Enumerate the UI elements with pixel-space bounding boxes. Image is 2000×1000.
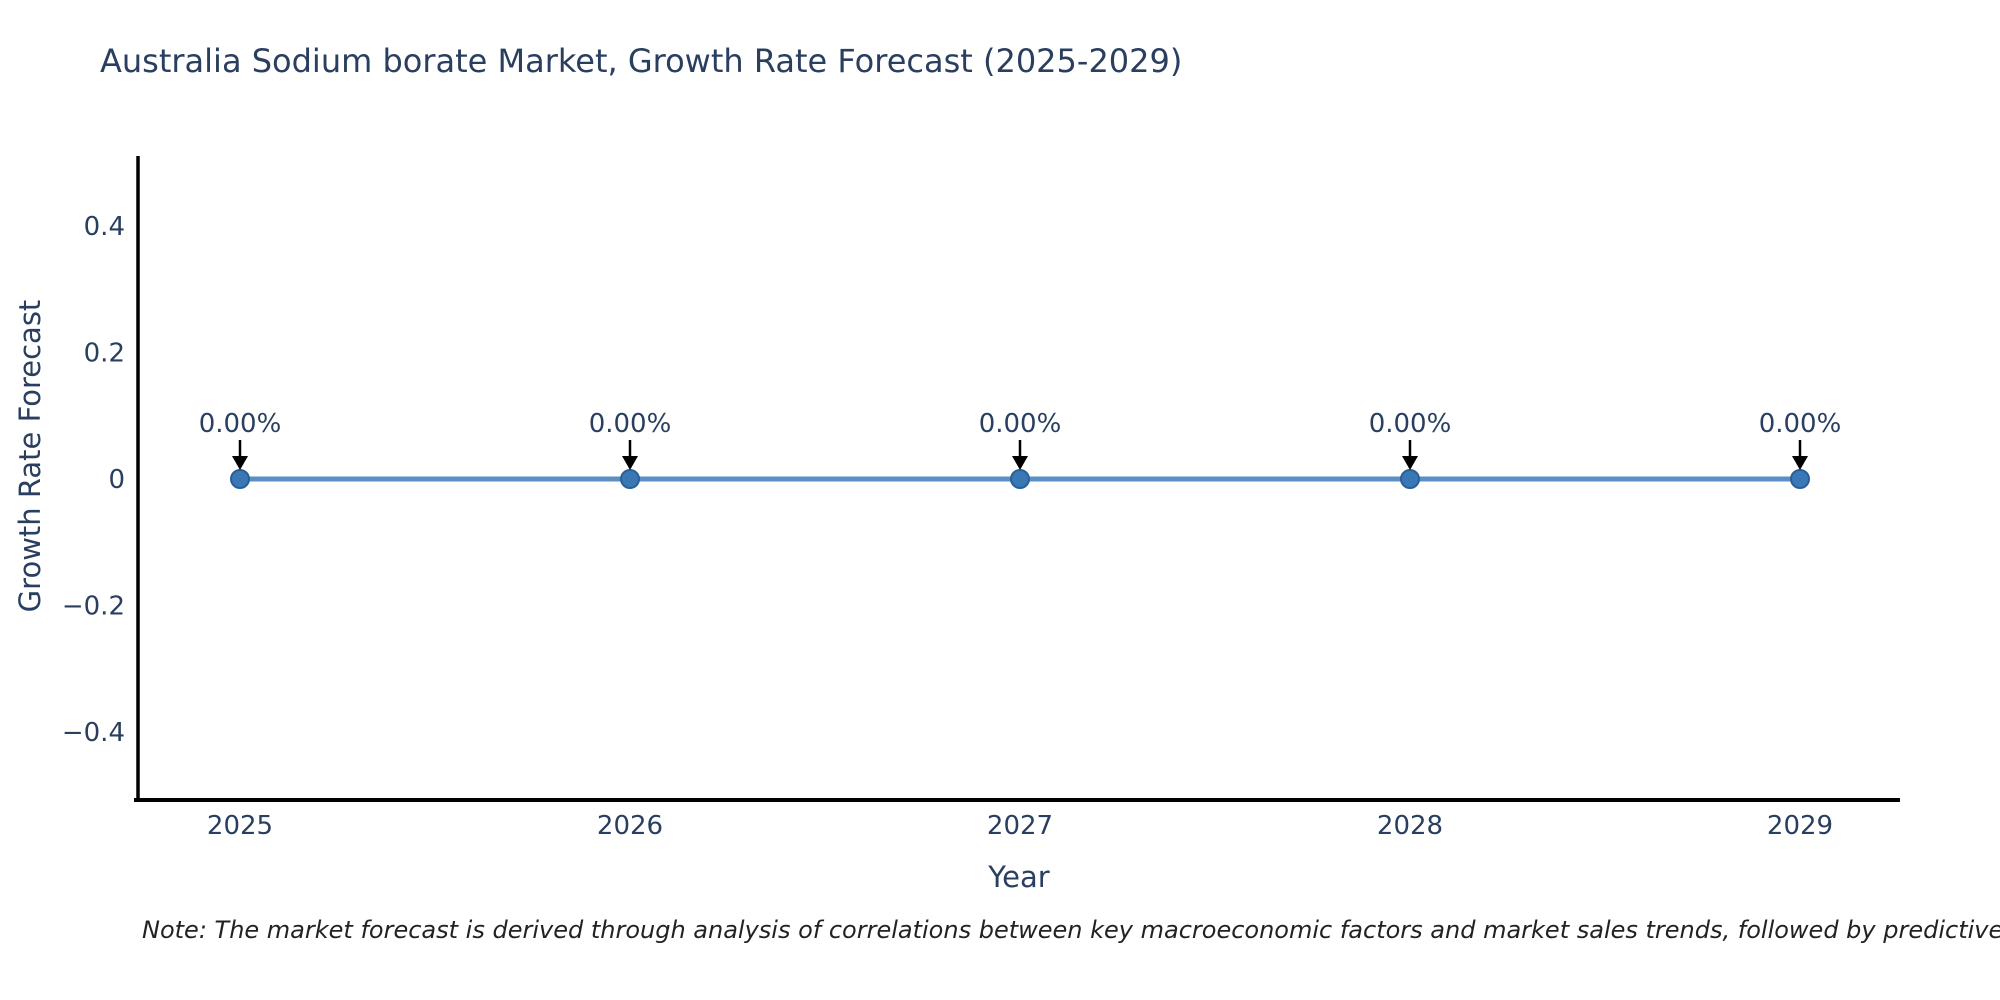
data-point-marker [230,469,250,489]
x-tick-label: 2026 [597,811,663,841]
y-tick-label: −0.4 [62,718,125,748]
point-value-label: 0.00% [199,409,282,439]
point-value-label: 0.00% [979,409,1062,439]
data-point-marker [620,469,640,489]
annotation-arrow-head [1012,456,1028,470]
chart-title: Australia Sodium borate Market, Growth R… [100,42,1183,80]
point-value-label: 0.00% [1759,409,1842,439]
x-tick-label: 2028 [1377,811,1443,841]
annotation-arrow-head [1792,456,1808,470]
point-value-label: 0.00% [589,409,672,439]
x-tick-label: 2027 [987,811,1053,841]
data-point-marker [1010,469,1030,489]
annotation-arrow-head [622,456,638,470]
y-tick-label: 0.4 [84,212,125,242]
annotation-arrow-head [232,456,248,470]
footnote: Note: The market forecast is derived thr… [142,916,2000,944]
y-tick-label: 0 [108,465,125,495]
data-point-marker [1790,469,1810,489]
x-tick-label: 2025 [207,811,273,841]
y-tick-label: 0.2 [84,339,125,369]
data-point-marker [1400,469,1420,489]
point-value-label: 0.00% [1369,409,1452,439]
x-axis-title: Year [988,860,1050,894]
y-tick-label: −0.2 [62,591,125,621]
annotation-arrow-head [1402,456,1418,470]
x-tick-label: 2029 [1767,811,1833,841]
